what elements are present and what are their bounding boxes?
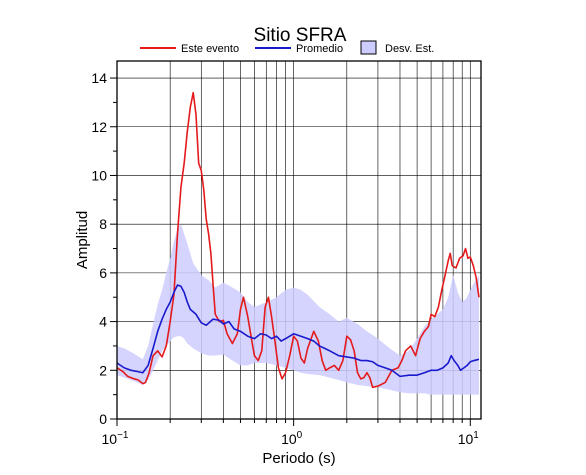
- legend: Este evento Promedio Desv. Est.: [140, 40, 434, 55]
- y-tick-label: 8: [99, 216, 107, 232]
- y-tick-label: 14: [91, 70, 107, 86]
- y-axis-label: Amplitud: [74, 211, 91, 269]
- series-layer: [116, 91, 480, 389]
- y-tick-label: 6: [99, 265, 107, 281]
- legend-label-desv-est: Desv. Est.: [385, 43, 434, 55]
- y-tick-label: 0: [99, 411, 107, 427]
- band-layer: [117, 224, 479, 395]
- y-axis-ticks: 0 2 4 6 8 10 12 14: [91, 70, 117, 427]
- plot-frame: [116, 60, 482, 420]
- x-tick-label: 100: [281, 430, 303, 447]
- std-dev-band: [117, 224, 479, 395]
- chart-title: Sitio SFRA: [254, 25, 347, 46]
- legend-label-este-evento: Este evento: [181, 43, 239, 55]
- y-tick-label: 12: [91, 119, 107, 135]
- series-line-promedio: [116, 284, 480, 378]
- series-line-este-evento: [116, 91, 480, 389]
- x-tick-label: 10−1: [102, 430, 129, 447]
- legend-label-promedio: Promedio: [296, 43, 343, 55]
- legend-swatch-desv-est: [360, 40, 377, 55]
- y-tick-label: 4: [99, 314, 107, 330]
- x-axis-ticks: 10−1 100 101: [102, 419, 480, 447]
- x-tick-label: 101: [458, 430, 480, 447]
- x-axis-label: Periodo (s): [262, 450, 335, 467]
- y-tick-label: 10: [91, 167, 107, 183]
- y-tick-label: 2: [99, 362, 107, 378]
